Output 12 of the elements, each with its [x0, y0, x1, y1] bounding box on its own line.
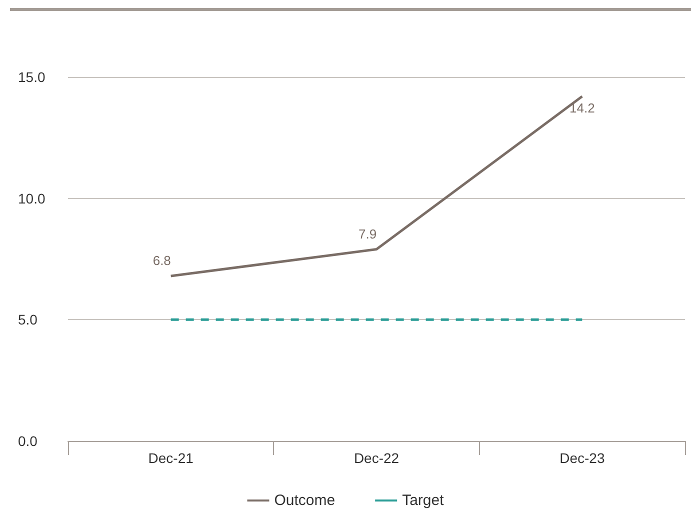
- x-tick-label: Dec-22: [354, 450, 400, 466]
- legend-label: Outcome: [274, 492, 336, 509]
- x-tick-label: Dec-23: [560, 450, 605, 466]
- y-tick-label: 0.0: [18, 433, 38, 449]
- data-label: 7.9: [358, 226, 377, 242]
- y-tick-label: 10.0: [18, 190, 46, 206]
- data-label: 14.2: [570, 100, 595, 116]
- x-tick-label: Dec-21: [148, 450, 194, 466]
- data-label: 6.8: [152, 252, 171, 268]
- y-tick-label: 5.0: [18, 312, 38, 328]
- legend-label: Target: [402, 492, 445, 509]
- y-tick-label: 15.0: [18, 69, 46, 85]
